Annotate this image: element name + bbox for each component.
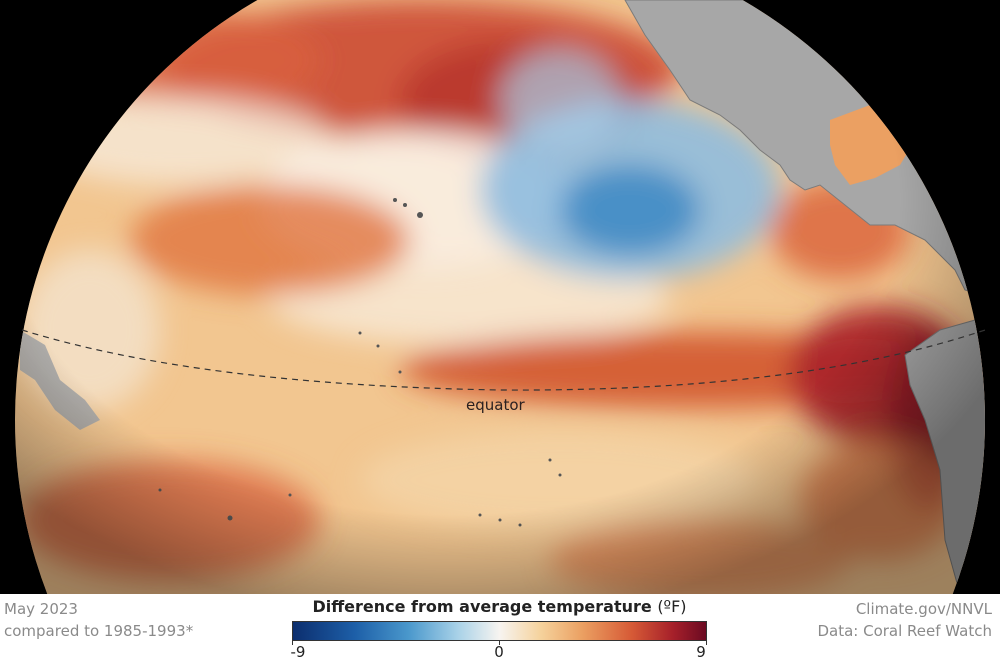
- legend-tick-mid-mark: [499, 640, 500, 645]
- map-date: May 2023: [4, 600, 78, 618]
- equator-label: equator: [466, 396, 525, 414]
- legend-title: Difference from average temperature (ºF): [292, 597, 707, 616]
- legend-tick-mid: 0: [494, 643, 504, 661]
- data-source-text: Data: Coral Reef Watch: [817, 622, 992, 640]
- map-credits: Climate.gov/NNVL Data: Coral Reef Watch: [817, 598, 992, 642]
- legend-title-text: Difference from average temperature: [312, 597, 652, 616]
- legend-unit: (ºF): [657, 597, 687, 616]
- legend-tick-max: 9: [696, 643, 706, 661]
- sea-surface-temperature-map: equator: [15, 0, 986, 594]
- credit-text: Climate.gov/NNVL: [855, 600, 992, 618]
- legend-color-bar: [292, 621, 707, 641]
- legend-tick-max-mark: [706, 640, 707, 645]
- footer: May 2023 compared to 1985-1993* Differen…: [0, 594, 1000, 666]
- legend-tick-min-mark: [292, 640, 293, 645]
- legend-tick-min: -9: [290, 643, 306, 661]
- globe-graphic: [15, 0, 986, 594]
- map-caption: May 2023 compared to 1985-1993*: [4, 598, 193, 642]
- equator-line: [21, 329, 986, 391]
- map-baseline: compared to 1985-1993*: [4, 622, 194, 640]
